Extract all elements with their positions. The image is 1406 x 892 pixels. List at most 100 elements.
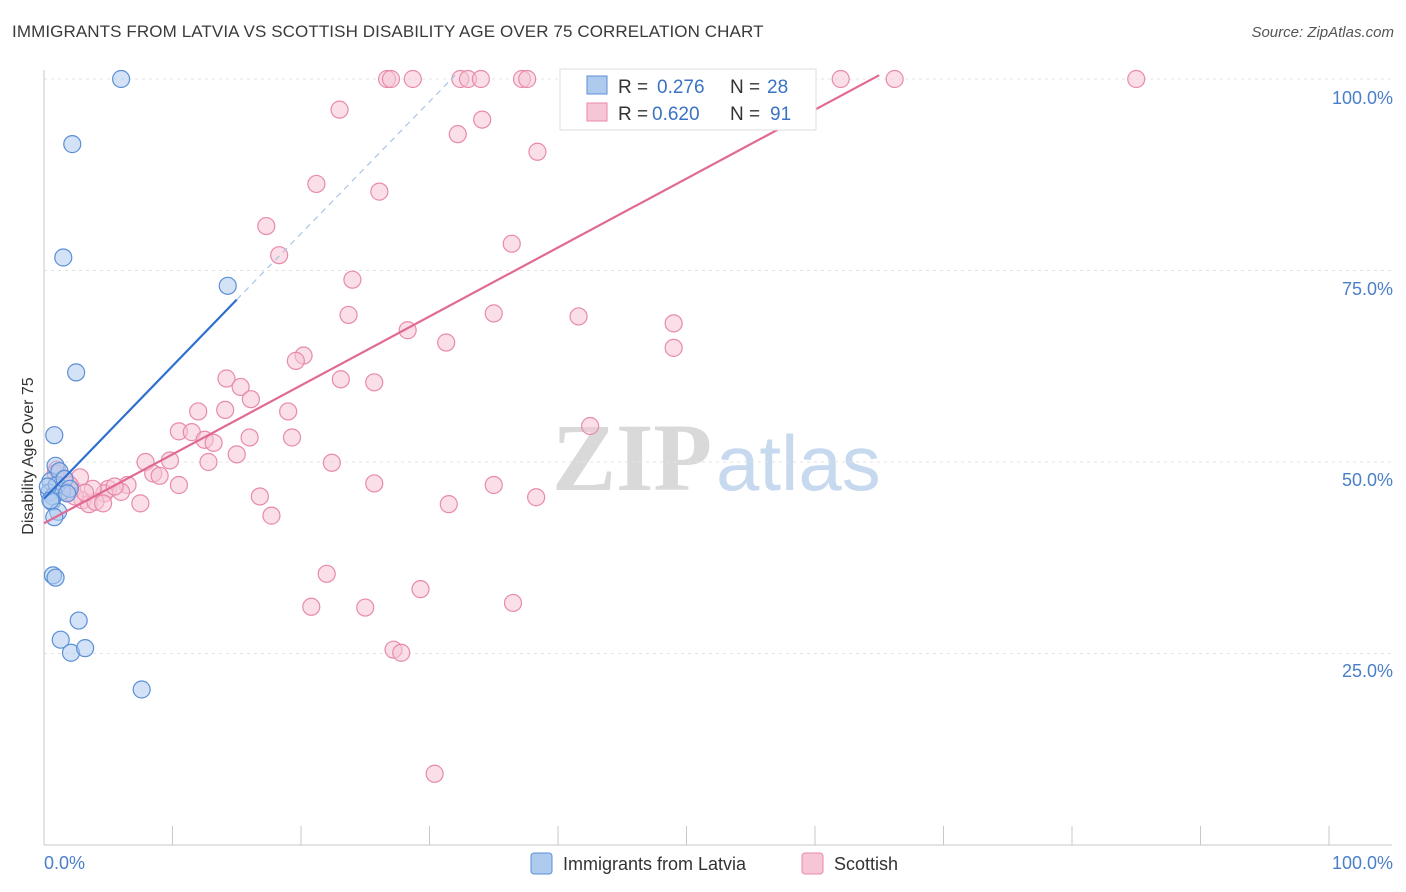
scottish-point-52 xyxy=(199,452,218,472)
bottom-legend-label-scottish: Scottish xyxy=(834,854,898,874)
latvia-trend-line xyxy=(43,298,238,500)
scottish-point-33 xyxy=(286,351,305,370)
scottish-point-53 xyxy=(322,453,341,472)
scottish-point-12 xyxy=(831,69,850,89)
latvia-point-4 xyxy=(218,276,237,295)
scottish-point-87 xyxy=(425,764,444,783)
scottish-point-25 xyxy=(339,305,358,325)
scottish-point-24 xyxy=(343,270,362,289)
legend-swatch-latvia xyxy=(586,75,608,95)
scottish-point-28 xyxy=(664,314,683,333)
scottish-point-17 xyxy=(448,125,467,144)
bottom-legend-swatch-scottish xyxy=(801,852,824,875)
scottish-point-56 xyxy=(169,475,189,495)
legend-n-value-1: 28 xyxy=(767,77,788,98)
scottish-point-36 xyxy=(217,369,236,388)
scottish-point-46 xyxy=(282,428,302,447)
scottish-point-35 xyxy=(365,373,384,392)
scottish-point-21 xyxy=(257,216,276,236)
series-legend: Immigrants from Latvia Scottish xyxy=(530,852,898,875)
x-ticks xyxy=(172,826,1330,845)
latvia-trend-extension xyxy=(236,74,456,301)
scottish-point-64 xyxy=(527,488,546,507)
legend-n-label-2: N = xyxy=(730,104,760,125)
scottish-point-1 xyxy=(381,69,401,89)
scottish-point-14 xyxy=(1127,69,1146,89)
scottish-point-42 xyxy=(581,416,600,436)
latvia-point-22 xyxy=(69,611,88,630)
latvia-point-3 xyxy=(67,363,86,382)
grid-lines xyxy=(44,78,1392,654)
latvia-point-23 xyxy=(51,630,70,649)
scottish-point-80 xyxy=(317,564,336,583)
scottish-point-16 xyxy=(473,110,492,129)
legend-r-value-2: 0.620 xyxy=(652,104,700,125)
scottish-point-70 xyxy=(439,495,458,514)
scottish-point-48 xyxy=(204,433,223,452)
chart-source: Source: ZipAtlas.com xyxy=(1251,24,1394,41)
latvia-points xyxy=(38,69,237,699)
trend-lines xyxy=(43,74,880,525)
latvia-point-21 xyxy=(46,568,65,587)
scottish-trend-line xyxy=(43,74,880,525)
scottish-point-2 xyxy=(403,69,422,89)
chart-title: IMMIGRANTS FROM LATVIA VS SCOTTISH DISAB… xyxy=(12,22,764,41)
scottish-points xyxy=(46,69,1146,783)
scottish-point-18 xyxy=(528,142,547,161)
scottish-point-55 xyxy=(150,466,169,485)
latvia-point-27 xyxy=(41,491,60,510)
y-tick-label-75: 75.0% xyxy=(1342,279,1393,299)
scottish-point-69 xyxy=(131,494,150,513)
legend-n-value-2: 91 xyxy=(770,104,791,125)
latvia-point-25 xyxy=(76,639,95,658)
y-tick-label-25: 25.0% xyxy=(1342,661,1393,681)
scottish-point-37 xyxy=(231,377,250,397)
scottish-point-83 xyxy=(411,580,430,599)
latvia-point-19 xyxy=(58,484,77,503)
x-tick-label-100: 100.0% xyxy=(1332,853,1393,873)
latvia-point-0 xyxy=(111,69,131,89)
scottish-point-45 xyxy=(240,428,259,447)
scottish-point-27 xyxy=(569,307,588,326)
y-tick-label-50: 50.0% xyxy=(1342,470,1393,490)
legend-r-value-1: 0.276 xyxy=(657,77,705,98)
scottish-point-62 xyxy=(484,475,503,495)
latvia-point-2 xyxy=(54,248,73,267)
latvia-point-5 xyxy=(45,426,64,445)
scottish-point-23 xyxy=(502,234,521,253)
scottish-point-30 xyxy=(437,333,456,352)
latvia-point-26 xyxy=(132,680,151,699)
stats-legend: R = 0.276 N = 28 R = 0.620 N = 91 xyxy=(559,68,817,131)
legend-swatch-scottish xyxy=(586,102,608,122)
scottish-point-40 xyxy=(189,402,208,421)
y-axis-label: Disability Age Over 75 xyxy=(20,377,37,535)
scottish-point-68 xyxy=(94,494,113,513)
bottom-legend-label-latvia: Immigrants from Latvia xyxy=(563,854,747,874)
scottish-point-81 xyxy=(302,597,321,616)
scottish-point-15 xyxy=(330,100,349,119)
x-tick-label-0: 0.0% xyxy=(44,853,85,873)
scottish-point-82 xyxy=(356,598,375,617)
legend-r-label-2: R = xyxy=(618,104,648,125)
scottish-point-20 xyxy=(370,182,389,201)
y-tick-label-100: 100.0% xyxy=(1332,88,1393,108)
scottish-point-26 xyxy=(484,304,503,323)
scottish-point-49 xyxy=(227,445,246,464)
scottish-point-84 xyxy=(503,593,523,613)
scottish-point-61 xyxy=(365,474,384,493)
watermark: ZIP atlas xyxy=(552,404,881,511)
legend-r-label-1: R = xyxy=(618,77,648,98)
scottish-point-5 xyxy=(471,69,490,89)
watermark-zip: ZIP xyxy=(552,404,712,511)
scottish-point-34 xyxy=(331,370,350,389)
watermark-atlas: atlas xyxy=(716,419,881,507)
scottish-point-41 xyxy=(279,402,298,421)
scottish-point-7 xyxy=(518,69,537,89)
scottish-point-31 xyxy=(664,338,683,357)
legend-n-label-1: N = xyxy=(730,77,760,98)
bottom-legend-swatch-latvia xyxy=(530,852,553,875)
scottish-point-86 xyxy=(392,643,411,662)
scottish-point-19 xyxy=(307,174,326,194)
scottish-point-13 xyxy=(885,69,904,89)
